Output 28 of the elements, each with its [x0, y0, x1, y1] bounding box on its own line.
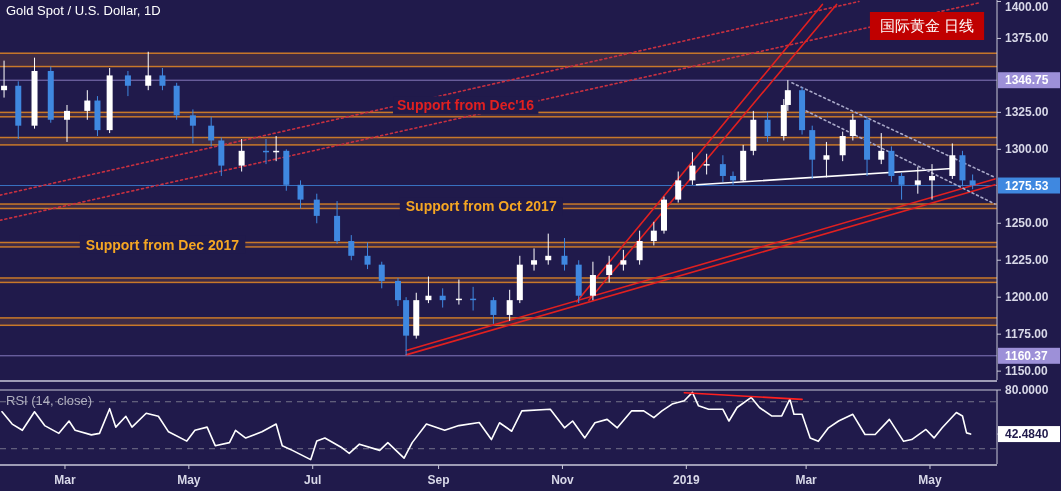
ref-line-label: 1160.37	[1005, 348, 1049, 363]
annotation: 国际黄金 日线	[879, 17, 975, 34]
x-tick-label: 2019	[672, 473, 700, 487]
y-tick-label: 1400.00	[1005, 0, 1049, 14]
y-tick-label: 1250.00	[1005, 216, 1049, 231]
x-tick-label: Mar	[795, 473, 818, 487]
x-tick-label: Sep	[427, 473, 450, 487]
y-tick-label: 1175.00	[1005, 327, 1049, 342]
y-tick-label: 1200.00	[1005, 290, 1049, 305]
x-tick-label: May	[918, 473, 942, 487]
ref-line-label: 1346.75	[1005, 73, 1049, 88]
annotation: Support from Dec 2017	[85, 236, 240, 253]
annotation: Support from Oct 2017	[405, 198, 557, 215]
y-tick-label: 1300.00	[1005, 142, 1049, 157]
y-tick-label: 1375.00	[1005, 31, 1049, 46]
x-tick-label: May	[177, 473, 201, 487]
x-tick-label: Jul	[304, 473, 322, 487]
chart-title: RSI (14, close)	[6, 393, 92, 408]
annotation: Support from Dec'16	[397, 97, 535, 114]
y-tick-label: 1325.00	[1005, 105, 1049, 120]
x-tick-label: Nov	[551, 473, 575, 487]
y-tick-label: 42.4840	[1005, 427, 1049, 442]
y-tick-label: 1225.00	[1005, 253, 1049, 268]
x-tick-label: Mar	[54, 473, 76, 487]
y-tick-label: 1150.00	[1005, 364, 1049, 379]
chart-title: Gold Spot / U.S. Dollar, 1D	[6, 3, 161, 18]
y-tick-label: 80.0000	[1005, 383, 1049, 397]
ref-line-label: 1275.53	[1005, 178, 1049, 193]
